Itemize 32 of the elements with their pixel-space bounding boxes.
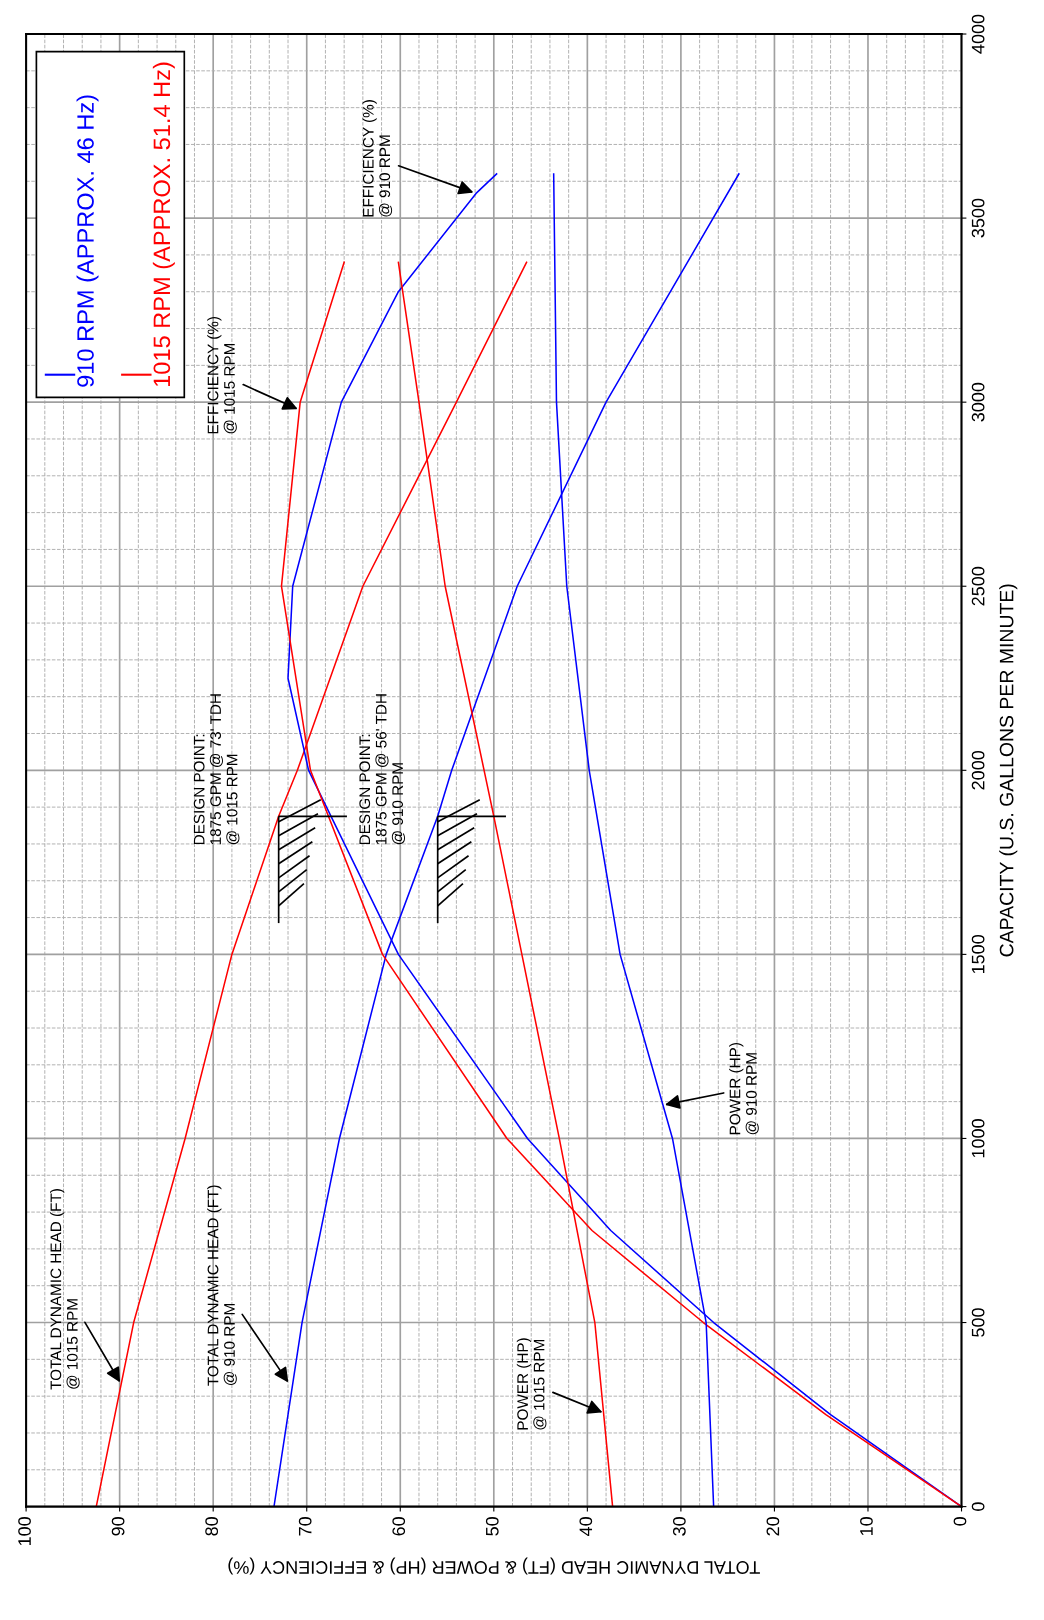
x-tick-label: 60: [392, 1517, 406, 1536]
x-tick-label: 10: [860, 1517, 873, 1536]
x-tick-label: 100: [18, 1517, 31, 1546]
x-tick-label: 0: [953, 1517, 967, 1526]
y-tick-label: 500: [971, 1308, 985, 1337]
x-axis-title: TOTAL DYNAMIC HEAD (FT) & POWER (HP) & EFFICIENCY (%): [228, 1557, 760, 1575]
text: 1015 RPM (APPROX. 51.4 Hz): [152, 62, 175, 387]
annotation: POWER (HP) @ 1015 RPM: [516, 1338, 547, 1430]
y-tick-label: 4000: [971, 14, 985, 54]
annotation: EFFICIENCY (%) @ 910 RPM: [362, 100, 393, 217]
y-tick-label: 3500: [971, 198, 985, 238]
x-tick-label: 40: [579, 1517, 593, 1536]
annotation: TOTAL DYNAMIC HEAD (FT) @ 1015 RPM: [50, 1189, 80, 1390]
y-tick-label: 1000: [971, 1119, 985, 1158]
annotation: EFFICIENCY (%) @ 1015 RPM: [207, 316, 237, 434]
y-axis-title: CAPACITY (U.S. GALLONS PER MINUTE): [999, 584, 1018, 957]
x-tick-label: 90: [111, 1517, 125, 1536]
annotation: DESIGN POINT: 1875 GPM @ 73' TDH @ 1015 RPM: [193, 694, 240, 845]
y-tick-label: 2500: [971, 566, 985, 606]
y-tick-label: 3000: [971, 382, 985, 422]
y-tick-label: 1500: [971, 935, 985, 974]
x-tick-label: 20: [766, 1517, 780, 1536]
text: 910 RPM (APPROX. 46 Hz): [76, 95, 99, 387]
y-tick-label: 0: [971, 1502, 985, 1511]
annotation: TOTAL DYNAMIC HEAD (FT) @ 910 RPM: [207, 1185, 237, 1386]
x-tick-label: 80: [205, 1517, 219, 1536]
x-tick-label: 50: [485, 1517, 499, 1536]
x-tick-label: 70: [298, 1517, 312, 1536]
annotation: DESIGN POINT: 1875 GPM @ 56' TDH @ 910 RPM: [359, 694, 406, 845]
annotation: POWER (HP) @ 910 RPM: [729, 1043, 759, 1135]
y-tick-label: 2000: [971, 750, 985, 790]
x-tick-label: 30: [672, 1517, 686, 1536]
